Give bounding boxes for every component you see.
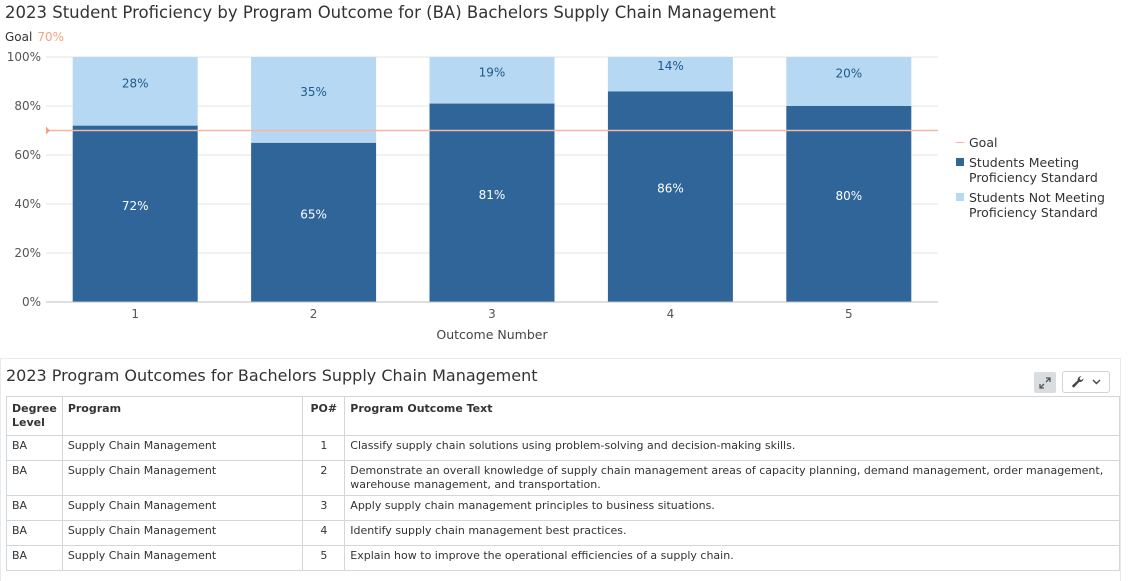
bar-meeting xyxy=(429,103,555,302)
cell-outcome-text: Demonstrate an overall knowledge of supp… xyxy=(344,460,1120,496)
x-axis-title: Outcome Number xyxy=(436,327,548,342)
expand-button[interactable] xyxy=(1034,372,1056,393)
cell-degree: BA xyxy=(6,495,63,521)
data-label-not-meeting: 19% xyxy=(479,65,506,79)
legend-meeting-label-2: Proficiency Standard xyxy=(969,170,1098,185)
cell-po: 3 xyxy=(302,495,346,521)
col-program[interactable]: Program xyxy=(61,396,304,436)
table-row: BA Supply Chain Management 3 Apply suppl… xyxy=(6,495,1120,521)
cell-outcome-text: Identify supply chain management best pr… xyxy=(344,520,1120,546)
data-label-not-meeting: 35% xyxy=(300,85,327,99)
col-degree-level[interactable]: Degree Level xyxy=(6,396,63,436)
data-label-meeting: 72% xyxy=(122,199,149,213)
wrench-icon xyxy=(1072,376,1084,388)
bar-meeting xyxy=(251,142,377,302)
chart-title: 2023 Student Proficiency by Program Outc… xyxy=(5,3,776,22)
data-label-not-meeting: 20% xyxy=(835,67,862,81)
bar-not-meeting xyxy=(786,57,912,106)
x-tick-label: 2 xyxy=(310,307,318,321)
bar-labels: 72% 28% 65% 35% 81% 19% 86% 14% 80% 20% xyxy=(122,59,862,221)
tools-menu-button[interactable] xyxy=(1062,371,1110,393)
legend-item-goal[interactable]: Goal xyxy=(956,135,1105,150)
y-tick-label: 40% xyxy=(14,197,41,211)
cell-outcome-text: Explain how to improve the operational e… xyxy=(344,545,1120,571)
data-label-meeting: 86% xyxy=(657,182,684,196)
bars xyxy=(72,57,912,302)
chart-legend: Goal Students Meeting Proficiency Standa… xyxy=(956,135,1105,225)
y-tick-label: 80% xyxy=(14,99,41,113)
cell-program: Supply Chain Management xyxy=(61,435,304,461)
bar-not-meeting xyxy=(607,57,733,92)
legend-item-not-meeting[interactable]: Students Not Meeting Proficiency Standar… xyxy=(956,190,1105,220)
table-title: 2023 Program Outcomes for Bachelors Supp… xyxy=(6,366,538,385)
proficiency-chart: 72% 28% 65% 35% 81% 19% 86% 14% 80% 20% 0% 20% 40% 6… xyxy=(7,50,938,342)
legend-meeting-swatch xyxy=(956,158,964,166)
legend-goal-label: Goal xyxy=(969,135,998,150)
table-row: BA Supply Chain Management 1 Classify su… xyxy=(6,435,1120,461)
legend-not-meeting-label-1: Students Not Meeting xyxy=(969,190,1105,205)
cell-degree: BA xyxy=(6,520,63,546)
data-label-meeting: 81% xyxy=(479,188,506,202)
cell-degree: BA xyxy=(6,435,63,461)
legend-item-meeting[interactable]: Students Meeting Proficiency Standard xyxy=(956,155,1105,185)
goal-subtitle-label: Goal xyxy=(5,30,33,44)
cell-outcome-text: Classify supply chain solutions using pr… xyxy=(344,435,1120,461)
outcomes-table-panel: 2023 Program Outcomes for Bachelors Supp… xyxy=(0,358,1121,581)
goal-marker xyxy=(46,126,50,135)
cell-po: 4 xyxy=(302,520,346,546)
col-po-number[interactable]: PO# xyxy=(302,396,346,436)
data-label-not-meeting: 28% xyxy=(122,76,149,90)
bar-meeting xyxy=(72,125,198,302)
y-tick-label: 100% xyxy=(7,50,41,64)
cell-po: 1 xyxy=(302,435,346,461)
legend-not-meeting-label-2: Proficiency Standard xyxy=(969,205,1098,220)
cell-program: Supply Chain Management xyxy=(61,520,304,546)
col-outcome-text[interactable]: Program Outcome Text xyxy=(344,396,1120,436)
table-row: BA Supply Chain Management 4 Identify su… xyxy=(6,520,1120,546)
data-label-not-meeting: 14% xyxy=(657,59,684,73)
legend-meeting-label-1: Students Meeting xyxy=(969,155,1080,170)
legend-not-meeting-swatch xyxy=(956,193,964,201)
expand-arrows-icon xyxy=(1039,376,1051,389)
table-header-row: Degree Level Program PO# Program Outcome… xyxy=(6,396,1120,436)
axes: 0% 20% 40% 60% 80% 100% 1 2 3 4 5 Outcome Number xyxy=(7,50,938,342)
table-row: BA Supply Chain Management 5 Explain how… xyxy=(6,545,1120,571)
chevron-down-icon xyxy=(1092,379,1101,385)
x-tick-label: 3 xyxy=(488,307,496,321)
cell-po: 5 xyxy=(302,545,346,571)
bar-meeting xyxy=(786,106,912,302)
bar-not-meeting xyxy=(429,57,555,104)
cell-program: Supply Chain Management xyxy=(61,460,304,496)
table-row: BA Supply Chain Management 2 Demonstrate… xyxy=(6,460,1120,496)
bar-not-meeting xyxy=(72,57,198,126)
x-tick-label: 4 xyxy=(667,307,675,321)
y-tick-label: 60% xyxy=(14,148,41,162)
goal-subtitle: Goal 70% xyxy=(5,30,64,44)
goal-subtitle-value: 70% xyxy=(37,30,64,44)
x-tick-label: 1 xyxy=(131,307,139,321)
cell-program: Supply Chain Management xyxy=(61,545,304,571)
cell-degree: BA xyxy=(6,460,63,496)
y-tick-label: 0% xyxy=(22,295,41,309)
cell-program: Supply Chain Management xyxy=(61,495,304,521)
legend-goal-swatch xyxy=(956,142,964,143)
cell-outcome-text: Apply supply chain management principles… xyxy=(344,495,1120,521)
y-tick-label: 20% xyxy=(14,246,41,260)
bar-meeting xyxy=(607,91,733,302)
outcomes-table: Degree Level Program PO# Program Outcome… xyxy=(6,396,1120,571)
data-label-meeting: 65% xyxy=(300,207,327,221)
bar-not-meeting xyxy=(251,57,377,143)
data-label-meeting: 80% xyxy=(835,189,862,203)
cell-degree: BA xyxy=(6,545,63,571)
x-tick-label: 5 xyxy=(845,307,853,321)
cell-po: 2 xyxy=(302,460,346,496)
